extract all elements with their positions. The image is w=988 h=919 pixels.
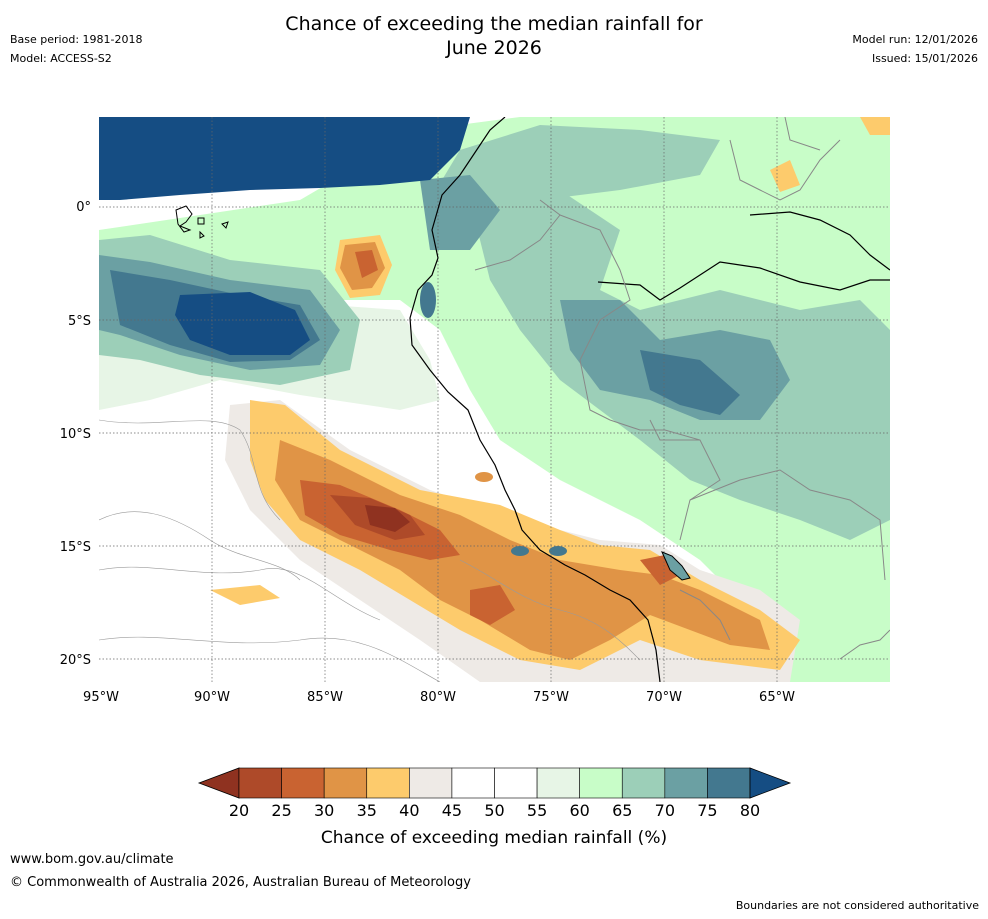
region-blue-ocean <box>175 292 310 355</box>
meta-left: Base period: 1981-2018 Model: ACCESS-S2 <box>10 30 142 68</box>
lat-label: 0° <box>76 200 91 215</box>
galapagos-islands <box>175 205 229 239</box>
region-teal-spot-3 <box>420 282 436 318</box>
region-orange-spot <box>475 472 493 482</box>
colorbar-bin <box>707 767 751 799</box>
footer-disclaimer: Boundaries are not considered authoritat… <box>735 899 979 912</box>
lat-label: 15°S <box>60 540 91 555</box>
colorbar-tick-label: 80 <box>740 801 760 820</box>
lon-label: 95°W <box>83 690 119 705</box>
colorbar-tick-label: 30 <box>314 801 334 820</box>
base-period-text: Base period: 1981-2018 <box>10 33 143 46</box>
lat-label: 5°S <box>68 314 91 329</box>
lat-label: 10°S <box>60 427 91 442</box>
region-yellow-patch-2 <box>210 585 280 605</box>
lon-label: 90°W <box>194 690 230 705</box>
graticule <box>99 117 890 682</box>
colorbar-bin <box>238 767 282 799</box>
region-teal-spot-1 <box>511 546 529 556</box>
lon-label: 65°W <box>759 690 795 705</box>
title-line-1: Chance of exceeding the median rainfall … <box>285 13 703 35</box>
map-field <box>99 117 890 682</box>
colorbar-tick-label: 40 <box>399 801 419 820</box>
lat-labels: 0° 5°S 10°S 15°S 20°S <box>60 200 91 668</box>
amazon-river-coast <box>597 261 890 301</box>
lake-titicaca <box>661 551 691 581</box>
contour-lines <box>99 419 641 682</box>
region-dark-orange-2 <box>470 585 515 625</box>
colorbar-bin <box>281 767 325 799</box>
lon-label: 80°W <box>420 690 456 705</box>
footer-copyright: © Commonwealth of Australia 2026, Austra… <box>10 875 471 890</box>
region-darkest <box>365 505 410 532</box>
region-blue-north <box>99 117 470 200</box>
coastline <box>409 117 661 682</box>
colorbar-bin <box>323 767 368 799</box>
colorbar-tick-label: 60 <box>569 801 589 820</box>
model-text: Model: ACCESS-S2 <box>10 52 112 65</box>
colorbar-tick-label: 45 <box>442 801 462 820</box>
colorbar-bin <box>664 767 708 799</box>
colorbar-bin <box>409 767 453 799</box>
lon-label: 75°W <box>533 690 569 705</box>
region-dark-orange-3 <box>355 250 378 278</box>
lon-labels: 95°W 90°W 85°W 80°W 75°W 70°W 65°W <box>83 690 795 705</box>
colorbar-tick-label: 70 <box>655 801 675 820</box>
model-run-text: Model run: 12/01/2026 <box>852 33 978 46</box>
northern-coast <box>749 211 890 271</box>
lon-label: 85°W <box>307 690 343 705</box>
colorbar-under-arrow <box>197 767 240 799</box>
colorbar-tick-label: 20 <box>229 801 249 820</box>
colorbar-tick-label: 25 <box>271 801 291 820</box>
title-line-2: June 2026 <box>446 37 542 59</box>
country-borders <box>474 117 890 660</box>
colorbar-over-arrow <box>749 767 792 799</box>
footer-url: www.bom.gov.au/climate <box>10 852 174 867</box>
region-teal-north <box>420 175 500 250</box>
colorbar-tick-label: 65 <box>612 801 632 820</box>
issued-text: Issued: 15/01/2026 <box>871 52 978 65</box>
colorbar-tick-label: 50 <box>484 801 504 820</box>
region-dark-teal-land <box>640 350 740 415</box>
region-green-wide <box>99 117 890 682</box>
region-mint-north <box>430 125 720 240</box>
colorbar-bin <box>494 767 538 799</box>
colorbar-tick-label: 35 <box>357 801 377 820</box>
lon-label: 70°W <box>646 690 682 705</box>
colorbar-bin <box>621 767 666 799</box>
colorbar-tick-label: 75 <box>697 801 717 820</box>
colorbar-bin <box>366 767 410 799</box>
meta-right: Model run: 12/01/2026 Issued: 15/01/2026 <box>852 30 978 68</box>
region-teal-spot-2 <box>549 546 567 556</box>
colorbar-bin <box>579 767 623 799</box>
region-yellow-patch-4 <box>770 160 800 192</box>
colorbar-bin <box>536 767 580 799</box>
colorbar-tick-label: 55 <box>527 801 547 820</box>
region-yellow-patch-3 <box>860 117 890 135</box>
colorbar-bin <box>451 767 495 799</box>
lat-label: 20°S <box>60 653 91 668</box>
colorbar-label: Chance of exceeding median rainfall (%) <box>321 828 667 848</box>
colorbar: 20 25 30 35 40 45 50 55 60 65 70 75 80 <box>197 767 792 820</box>
chart-title: Chance of exceeding the median rainfall … <box>0 12 988 60</box>
